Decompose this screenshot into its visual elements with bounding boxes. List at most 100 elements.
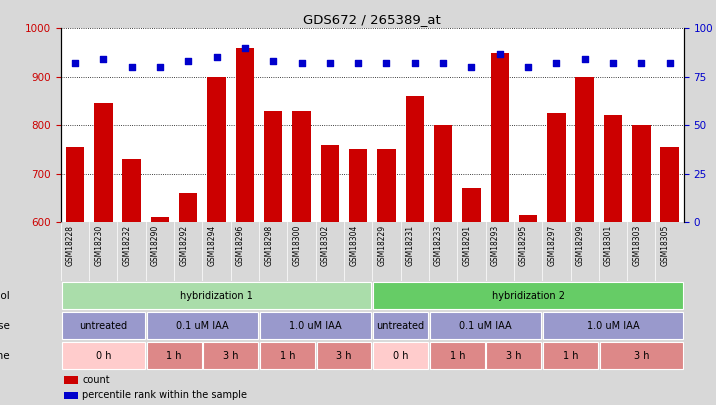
Point <box>381 60 392 66</box>
Text: GSM18230: GSM18230 <box>95 225 103 266</box>
Bar <box>64 392 77 399</box>
Point <box>211 54 222 61</box>
Bar <box>62 282 372 309</box>
Point <box>607 60 619 66</box>
Text: GSM18299: GSM18299 <box>576 225 585 266</box>
Bar <box>260 312 372 339</box>
Point <box>126 64 137 70</box>
Bar <box>434 125 453 222</box>
Text: 3 h: 3 h <box>506 351 522 360</box>
Point <box>551 60 562 66</box>
Bar <box>377 149 396 222</box>
Text: GSM18295: GSM18295 <box>519 225 528 266</box>
Bar <box>94 103 112 222</box>
Point <box>268 58 279 64</box>
Text: GSM18233: GSM18233 <box>434 225 443 266</box>
Text: 0.1 uM IAA: 0.1 uM IAA <box>176 321 228 330</box>
Point <box>522 64 533 70</box>
Bar <box>62 312 145 339</box>
Bar <box>547 113 566 222</box>
Text: untreated: untreated <box>377 321 425 330</box>
Text: 3 h: 3 h <box>337 351 352 360</box>
Bar <box>147 342 202 369</box>
Bar <box>543 342 598 369</box>
Text: 1 h: 1 h <box>450 351 465 360</box>
Bar <box>373 312 428 339</box>
Text: GSM18290: GSM18290 <box>151 225 160 266</box>
Text: untreated: untreated <box>79 321 127 330</box>
Bar <box>203 342 258 369</box>
Bar <box>463 188 480 222</box>
Text: GSM18293: GSM18293 <box>490 225 500 266</box>
Bar <box>373 342 428 369</box>
Bar <box>660 147 679 222</box>
Title: GDS672 / 265389_at: GDS672 / 265389_at <box>304 13 441 26</box>
Text: 1 h: 1 h <box>166 351 182 360</box>
Point <box>97 56 109 62</box>
Text: 0 h: 0 h <box>95 351 111 360</box>
Text: GSM18300: GSM18300 <box>293 225 301 266</box>
Bar <box>373 282 683 309</box>
Text: GSM18292: GSM18292 <box>179 225 188 266</box>
Text: 1 h: 1 h <box>280 351 295 360</box>
Text: 0.1 uM IAA: 0.1 uM IAA <box>459 321 512 330</box>
Point <box>69 60 81 66</box>
Bar <box>208 77 226 222</box>
Text: 3 h: 3 h <box>223 351 238 360</box>
Text: hybridization 1: hybridization 1 <box>180 291 253 301</box>
Bar <box>66 147 84 222</box>
Text: 1.0 uM IAA: 1.0 uM IAA <box>289 321 342 330</box>
Bar <box>604 115 622 222</box>
Text: GSM18304: GSM18304 <box>349 225 358 266</box>
Point <box>664 60 675 66</box>
Bar <box>600 342 683 369</box>
Bar <box>576 77 594 222</box>
Text: GSM18229: GSM18229 <box>377 225 387 266</box>
Point <box>183 58 194 64</box>
Bar <box>430 342 485 369</box>
Bar <box>64 376 77 384</box>
Text: GSM18231: GSM18231 <box>406 225 415 266</box>
Bar <box>62 342 145 369</box>
Bar <box>543 312 683 339</box>
Text: GSM18228: GSM18228 <box>66 225 75 266</box>
Point <box>494 50 505 57</box>
Point <box>636 60 647 66</box>
Bar <box>179 193 198 222</box>
Bar <box>632 125 651 222</box>
Bar <box>122 159 141 222</box>
Point <box>352 60 364 66</box>
Bar <box>430 312 541 339</box>
Point <box>239 45 251 51</box>
Point <box>465 64 477 70</box>
Text: protocol: protocol <box>0 291 10 301</box>
Bar <box>151 217 169 222</box>
Text: percentile rank within the sample: percentile rank within the sample <box>82 390 247 401</box>
Bar <box>264 111 282 222</box>
Text: 0 h: 0 h <box>393 351 408 360</box>
Text: GSM18303: GSM18303 <box>632 225 642 266</box>
Bar <box>349 149 367 222</box>
Text: hybridization 2: hybridization 2 <box>492 291 564 301</box>
Text: GSM18302: GSM18302 <box>321 225 330 266</box>
Text: GSM18291: GSM18291 <box>463 225 471 266</box>
Text: GSM18296: GSM18296 <box>236 225 245 266</box>
Bar <box>260 342 315 369</box>
Point <box>154 64 165 70</box>
Text: time: time <box>0 351 10 360</box>
Text: 1.0 uM IAA: 1.0 uM IAA <box>586 321 639 330</box>
Point <box>409 60 420 66</box>
Text: 1 h: 1 h <box>563 351 579 360</box>
Bar <box>316 342 372 369</box>
Bar <box>405 96 424 222</box>
Text: count: count <box>82 375 110 385</box>
Text: GSM18305: GSM18305 <box>661 225 669 266</box>
Text: GSM18294: GSM18294 <box>208 225 216 266</box>
Text: GSM18301: GSM18301 <box>604 225 613 266</box>
Bar <box>236 48 254 222</box>
Bar <box>486 342 541 369</box>
Bar <box>292 111 311 222</box>
Point <box>579 56 591 62</box>
Text: GSM18232: GSM18232 <box>122 225 132 266</box>
Text: GSM18297: GSM18297 <box>547 225 556 266</box>
